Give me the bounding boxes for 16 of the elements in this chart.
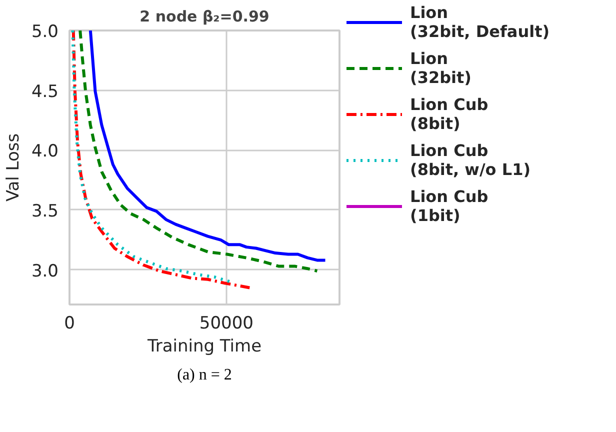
y-tick-label: 3.0 bbox=[31, 261, 59, 282]
legend-label: Lion Cub (8bit) bbox=[410, 94, 488, 134]
y-tick-label: 3.5 bbox=[31, 201, 59, 222]
y-tick-label: 4.5 bbox=[31, 82, 59, 102]
legend-label: Lion Cub (1bit) bbox=[410, 186, 488, 226]
text: (a) n = 2 bbox=[177, 366, 232, 384]
chart-title: 2 node β₂=0.99 bbox=[140, 8, 270, 26]
legend-label: Lion (32bit, Default) bbox=[410, 2, 550, 42]
y-tick-label: 5.0 bbox=[31, 22, 59, 42]
legend-label: Lion Cub (8bit, w/o L1) bbox=[410, 140, 531, 180]
y-tick-label: 4.0 bbox=[31, 142, 59, 162]
y-axis-title: Val Loss bbox=[3, 133, 24, 202]
x-tick-label: 50000 bbox=[199, 314, 254, 334]
x-axis-title: Training Time bbox=[146, 336, 262, 356]
x-tick-label: 0 bbox=[64, 314, 75, 334]
legend-label: Lion (32bit) bbox=[410, 48, 472, 88]
